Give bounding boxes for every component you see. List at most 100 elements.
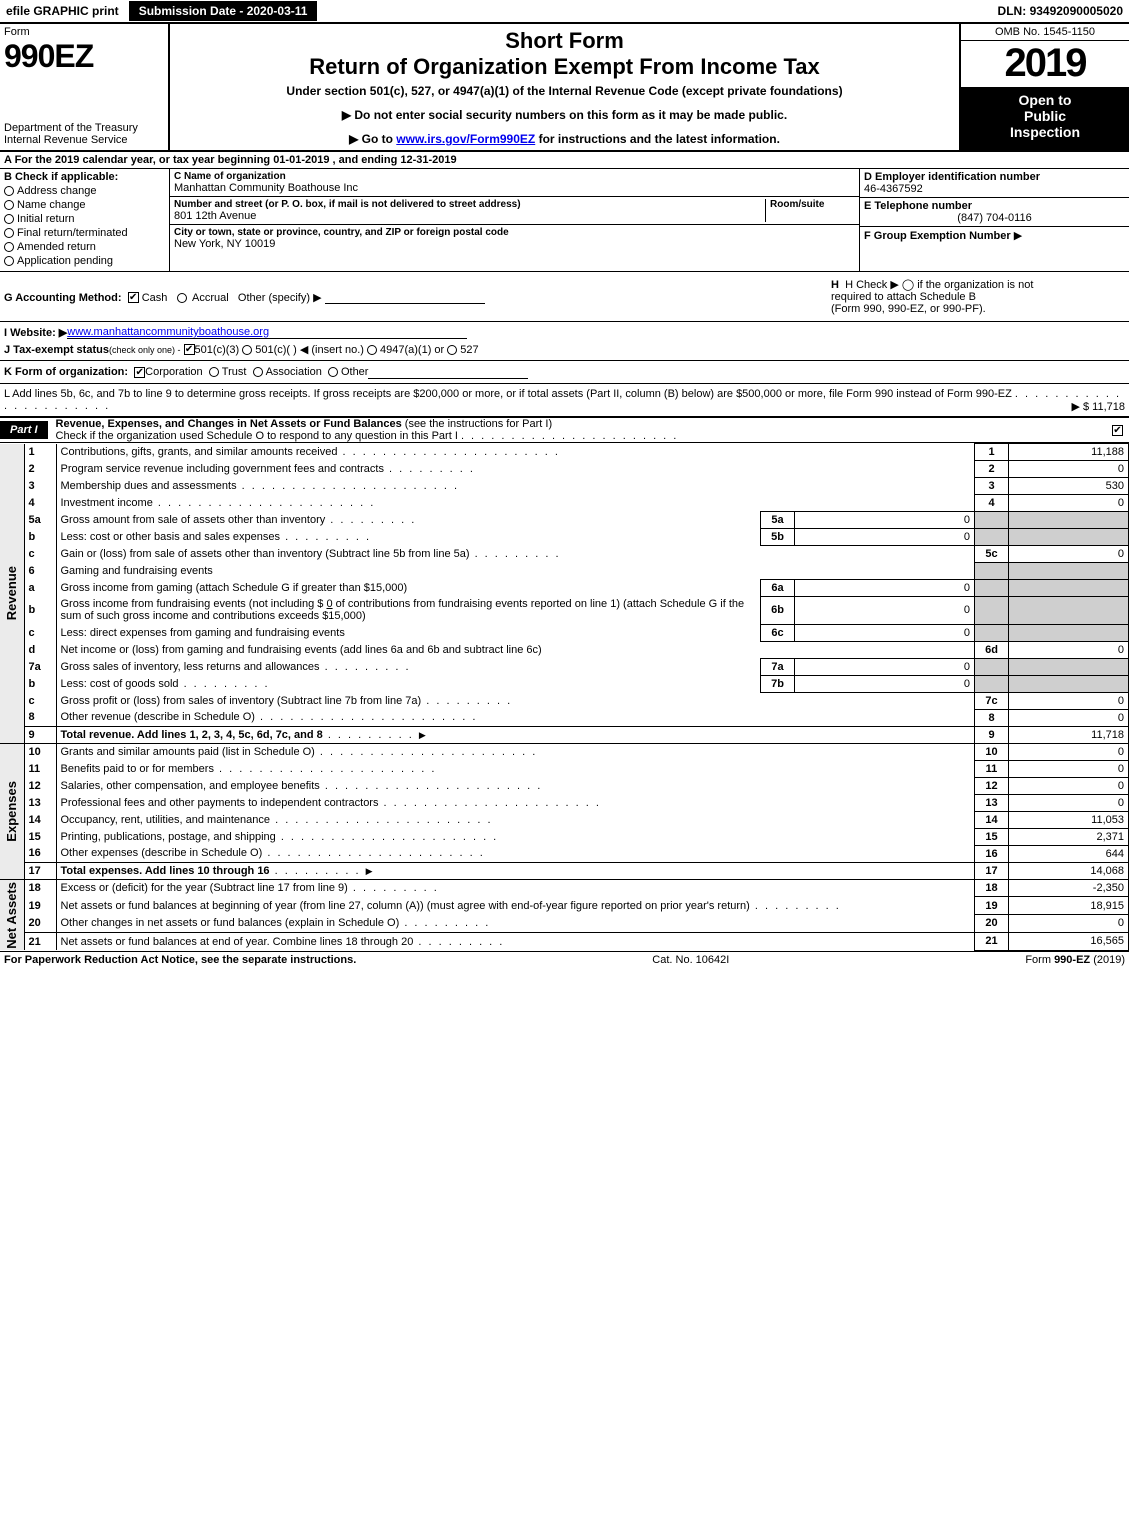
line-18-val: -2,350 <box>1009 879 1129 897</box>
section-g: G Accounting Method: Cash Accrual Other … <box>4 290 485 304</box>
chk-527[interactable] <box>447 345 457 355</box>
line-16-val: 644 <box>1009 845 1129 862</box>
ein-value: 46-4367592 <box>864 183 1125 195</box>
chk-501c[interactable] <box>242 345 252 355</box>
line-20-desc: Other changes in net assets or fund bala… <box>56 915 975 933</box>
chk-name-change[interactable]: Name change <box>4 199 165 211</box>
line-10-desc: Grants and similar amounts paid (list in… <box>56 743 975 760</box>
line-8-val: 0 <box>1009 709 1129 726</box>
line-12-desc: Salaries, other compensation, and employ… <box>56 777 975 794</box>
part-1-title-wrap: Revenue, Expenses, and Changes in Net As… <box>56 418 679 442</box>
header-center: Short Form Return of Organization Exempt… <box>170 24 959 150</box>
chk-address-change[interactable]: Address change <box>4 185 165 197</box>
opt-association: Association <box>266 366 322 378</box>
opt-corporation: Corporation <box>145 366 202 378</box>
section-c: C Name of organization Manhattan Communi… <box>170 169 859 271</box>
irs-link[interactable]: www.irs.gov/Form990EZ <box>396 132 535 146</box>
line-9-val: 11,718 <box>1009 726 1129 743</box>
line-5b-no: b <box>24 529 56 546</box>
side-netassets: Net Assets <box>0 879 24 950</box>
line-6a-desc: Gross income from gaming (attach Schedul… <box>56 579 761 596</box>
chk-final-return[interactable]: Final return/terminated <box>4 227 165 239</box>
line-8-no: 8 <box>24 709 56 726</box>
opt-501c3: 501(c)(3) <box>195 344 240 356</box>
inspection-line-1: Open to <box>961 92 1129 108</box>
dept-line-2: Internal Revenue Service <box>4 134 164 146</box>
part-1-label: Part I <box>0 421 48 439</box>
line-2-ref: 2 <box>975 461 1009 478</box>
section-d: D Employer identification number 46-4367… <box>860 169 1129 198</box>
dln: DLN: 93492090005020 <box>998 4 1129 18</box>
chk-trust[interactable] <box>209 367 219 377</box>
accrual-label: Accrual <box>192 292 229 304</box>
line-3-desc: Membership dues and assessments <box>56 478 975 495</box>
chk-corporation[interactable] <box>134 367 145 378</box>
line-15-no: 15 <box>24 828 56 845</box>
other-specify-input[interactable] <box>325 290 485 304</box>
check-only-one: (check only one) - <box>109 345 181 355</box>
chk-initial-return[interactable]: Initial return <box>4 213 165 225</box>
line-14-desc: Occupancy, rent, utilities, and maintena… <box>56 811 975 828</box>
line-5c-ref: 5c <box>975 546 1009 563</box>
top-bar: efile GRAPHIC print Submission Date - 20… <box>0 0 1129 24</box>
section-j: J Tax-exempt status (check only one) - 5… <box>0 339 1129 361</box>
line-14-ref: 14 <box>975 811 1009 828</box>
form-number: 990EZ <box>4 38 164 75</box>
city-value: New York, NY 10019 <box>174 238 855 250</box>
line-6b-amount: 0 <box>326 598 332 610</box>
line-21-no: 21 <box>24 932 56 950</box>
h-line-1: H H Check ▶ ◯ if the organization is not <box>831 278 1119 291</box>
other-org-input[interactable] <box>368 365 528 379</box>
opt-other-org: Other <box>341 366 369 378</box>
line-18-desc: Excess or (deficit) for the year (Subtra… <box>56 879 975 897</box>
part-1-check-line: Check if the organization used Schedule … <box>56 430 458 442</box>
website-link[interactable]: www.manhattancommunityboathouse.org <box>67 326 467 339</box>
chk-amended-return[interactable]: Amended return <box>4 241 165 253</box>
line-1-val: 11,188 <box>1009 444 1129 461</box>
line-5b-subval: 0 <box>795 529 975 546</box>
section-l-text: L Add lines 5b, 6c, and 7b to line 9 to … <box>4 388 1012 400</box>
line-8-desc: Other revenue (describe in Schedule O) <box>56 709 975 726</box>
line-11-no: 11 <box>24 760 56 777</box>
org-name-cell: C Name of organization Manhattan Communi… <box>170 169 859 197</box>
line-20-ref: 20 <box>975 915 1009 933</box>
line-19-desc: Net assets or fund balances at beginning… <box>56 897 975 915</box>
chk-application-pending[interactable]: Application pending <box>4 255 165 267</box>
line-6-desc: Gaming and fundraising events <box>56 563 975 580</box>
arrow-icon <box>417 729 428 741</box>
instructions-link-line: ▶ Go to www.irs.gov/Form990EZ for instru… <box>178 132 951 146</box>
side-expenses: Expenses <box>0 743 24 879</box>
chk-4947[interactable] <box>367 345 377 355</box>
line-5a-desc: Gross amount from sale of assets other t… <box>56 512 761 529</box>
form-ref: Form 990-EZ (2019) <box>1025 954 1125 966</box>
tax-exempt-label: J Tax-exempt status <box>4 344 109 356</box>
line-13-ref: 13 <box>975 794 1009 811</box>
chk-cash[interactable] <box>128 292 139 303</box>
opt-501c: 501(c)( ) ◀ (insert no.) <box>255 343 364 356</box>
chk-schedule-o-part1[interactable] <box>1112 425 1123 436</box>
website-label: I Website: ▶ <box>4 326 67 339</box>
inspection-line-3: Inspection <box>961 124 1129 140</box>
section-e: E Telephone number (847) 704-0116 <box>860 198 1129 227</box>
line-15-desc: Printing, publications, postage, and shi… <box>56 828 975 845</box>
line-3-val: 530 <box>1009 478 1129 495</box>
efile-label: efile GRAPHIC print <box>0 4 125 18</box>
chk-accrual[interactable] <box>177 293 187 303</box>
chk-other-org[interactable] <box>328 367 338 377</box>
chk-association[interactable] <box>253 367 263 377</box>
section-i: I Website: ▶ www.manhattancommunityboath… <box>0 322 1129 339</box>
ssn-warning: ▶ Do not enter social security numbers o… <box>178 108 951 122</box>
link-pre: ▶ Go to <box>349 132 396 146</box>
part-1-title: Revenue, Expenses, and Changes in Net As… <box>56 418 402 430</box>
line-7c-no: c <box>24 692 56 709</box>
line-7b-subref: 7b <box>761 675 795 692</box>
line-2-no: 2 <box>24 461 56 478</box>
chk-501c3[interactable] <box>184 344 195 355</box>
line-4-desc: Investment income <box>56 495 975 512</box>
dept-line-1: Department of the Treasury <box>4 122 164 134</box>
line-15-val: 2,371 <box>1009 828 1129 845</box>
omb-number: OMB No. 1545-1150 <box>961 24 1129 41</box>
section-a-tax-year: A For the 2019 calendar year, or tax yea… <box>0 152 1129 169</box>
line-5a-subref: 5a <box>761 512 795 529</box>
line-10-no: 10 <box>24 743 56 760</box>
